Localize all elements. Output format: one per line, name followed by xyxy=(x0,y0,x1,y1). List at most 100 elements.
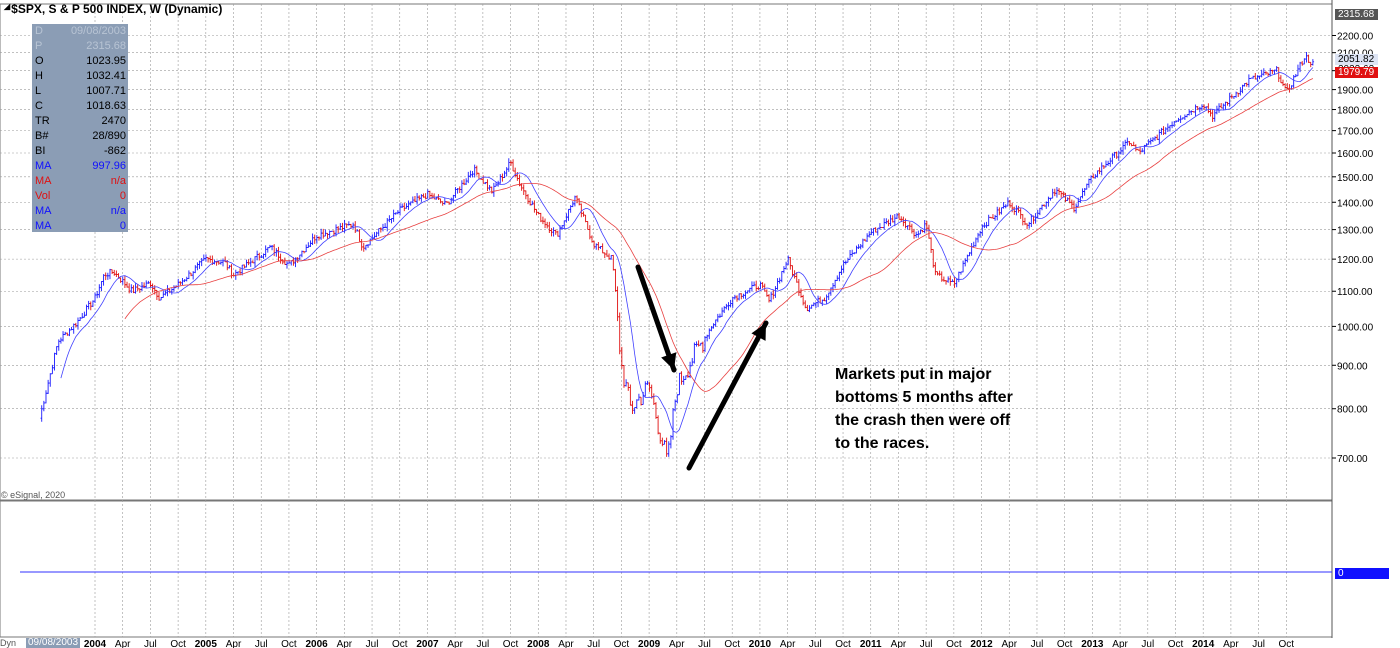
x-tick-label: Jul xyxy=(920,639,933,648)
price-bar xyxy=(1311,59,1315,66)
data-window-row: MA 997.96 xyxy=(32,159,128,174)
chart-title-text: $SPX, S & P 500 INDEX, W (Dynamic) xyxy=(11,2,223,16)
data-window-row: O 1023.95 xyxy=(32,54,128,69)
data-window-key: MA xyxy=(35,175,52,187)
x-tick-label: 2014 xyxy=(1192,639,1215,648)
annotation-line: to the races. xyxy=(835,435,930,452)
lower-pane xyxy=(0,500,1333,638)
data-window-panel: D 09/08/2003 P 2315.68 O 1023.95 H 1032.41 L 1007… xyxy=(32,24,128,232)
data-window-row: MA n/a xyxy=(32,174,128,189)
data-window-row: B# 28/890 xyxy=(32,129,128,144)
x-tick-label: Jul xyxy=(255,639,268,648)
x-tick-label: Oct xyxy=(724,639,740,648)
y-tick-label: 700.00 xyxy=(1337,454,1368,465)
data-window-value: n/a xyxy=(110,205,126,217)
down-arrow-shaft xyxy=(635,264,677,373)
y-tick-label: 1000.00 xyxy=(1337,322,1374,333)
up-arrow-head xyxy=(751,323,766,341)
x-tick-label: Oct xyxy=(946,639,962,648)
cursor-date-label: 09/08/2003 xyxy=(26,637,81,648)
data-window-row: TR 2470 xyxy=(32,114,128,129)
data-window-key: H xyxy=(35,70,43,82)
x-tick-label: Jul xyxy=(1141,639,1154,648)
x-tick-label: 2010 xyxy=(749,639,772,648)
x-tick-label: Apr xyxy=(669,639,685,648)
x-tick-label: Oct xyxy=(1279,639,1295,648)
data-window-value: 1007.71 xyxy=(86,85,126,97)
data-window-key: L xyxy=(35,85,42,97)
corner-mark: ◢ xyxy=(4,2,11,11)
y-tick-label: 800.00 xyxy=(1337,405,1368,416)
x-tick-label: 2011 xyxy=(860,639,882,648)
data-window-key: TR xyxy=(35,115,50,127)
data-window-value: 0 xyxy=(119,190,126,202)
y-tick-label: 1100.00 xyxy=(1337,287,1373,298)
y-tick-label: 1800.00 xyxy=(1337,106,1374,117)
dyn-label: Dyn xyxy=(0,638,17,648)
data-window-value: 1023.95 xyxy=(86,55,126,67)
x-tick-label: Jul xyxy=(1252,639,1265,648)
data-window-key: MA xyxy=(35,160,52,172)
ma-fast-price-label: 2051.82 xyxy=(1335,54,1378,65)
price-bars xyxy=(40,51,1315,457)
chart-title: ◢$SPX, S & P 500 INDEX, W (Dynamic) xyxy=(4,2,222,16)
x-tick-label: Apr xyxy=(226,639,242,648)
data-window-value: 28/890 xyxy=(92,130,126,142)
moving-average-fast xyxy=(60,67,1314,433)
x-tick-label: Apr xyxy=(1112,639,1128,648)
data-window-row: BI -862 xyxy=(32,144,128,159)
data-window-value: n/a xyxy=(110,175,126,187)
x-tick-label: Oct xyxy=(1168,639,1184,648)
down-arrow-head xyxy=(661,352,677,370)
x-tick-label: 2005 xyxy=(195,639,218,648)
y-tick-label: 2200.00 xyxy=(1337,32,1374,43)
y-tick-label: 1200.00 xyxy=(1337,255,1374,266)
data-window-key: BI xyxy=(35,145,46,157)
data-window-row: C 1018.63 xyxy=(32,99,128,114)
x-tick-label: 2008 xyxy=(527,639,550,648)
data-window-row: MA 0 xyxy=(32,219,128,234)
data-window-key: MA xyxy=(35,205,52,217)
data-window-row: L 1007.71 xyxy=(32,84,128,99)
y-tick-label: 1900.00 xyxy=(1337,86,1374,97)
x-tick-label: 2006 xyxy=(306,639,329,648)
lower-pane-value-label: 0 xyxy=(1335,568,1389,579)
data-window-value: 09/08/2003 xyxy=(70,25,126,37)
data-window-row: P 2315.68 xyxy=(32,39,128,54)
data-window-value: 2315.68 xyxy=(86,40,126,52)
data-window-key: D xyxy=(35,25,43,37)
data-window-row: Vol 0 xyxy=(32,189,128,204)
x-tick-label: Jul xyxy=(809,639,822,648)
x-tick-label: 2007 xyxy=(416,639,439,648)
x-tick-label: Apr xyxy=(115,639,131,648)
x-tick-label: 2013 xyxy=(1081,639,1104,648)
x-tick-label: Apr xyxy=(1001,639,1017,648)
y-tick-label: 1300.00 xyxy=(1337,226,1374,237)
x-tick-label: 2004 xyxy=(84,639,107,648)
annotation-line: Markets put in major xyxy=(835,366,992,383)
x-tick-label: Jul xyxy=(366,639,379,648)
y-tick-label: 1600.00 xyxy=(1337,149,1374,160)
x-tick-label: Jul xyxy=(587,639,600,648)
x-tick-label: Jul xyxy=(1031,639,1044,648)
x-tick-label: Oct xyxy=(503,639,519,648)
data-window-value: 1032.41 xyxy=(86,70,126,82)
x-tick-label: Oct xyxy=(614,639,630,648)
y-tick-label: 900.00 xyxy=(1337,361,1368,372)
x-tick-label: Oct xyxy=(835,639,851,648)
x-tick-label: Oct xyxy=(281,639,297,648)
y-tick-label: 1500.00 xyxy=(1337,173,1374,184)
data-window-key: Vol xyxy=(35,190,51,202)
x-tick-label: Apr xyxy=(891,639,907,648)
last-price-label: 2315.68 xyxy=(1335,9,1378,20)
price-pane xyxy=(0,3,1333,501)
data-window-key: B# xyxy=(35,130,49,142)
data-window-key: P xyxy=(35,40,43,52)
x-tick-label: Oct xyxy=(170,639,186,648)
x-tick-label: Apr xyxy=(447,639,463,648)
x-tick-label: Oct xyxy=(392,639,408,648)
x-tick-label: Apr xyxy=(558,639,574,648)
ma-slow-price-label: 1979.79 xyxy=(1335,67,1378,78)
